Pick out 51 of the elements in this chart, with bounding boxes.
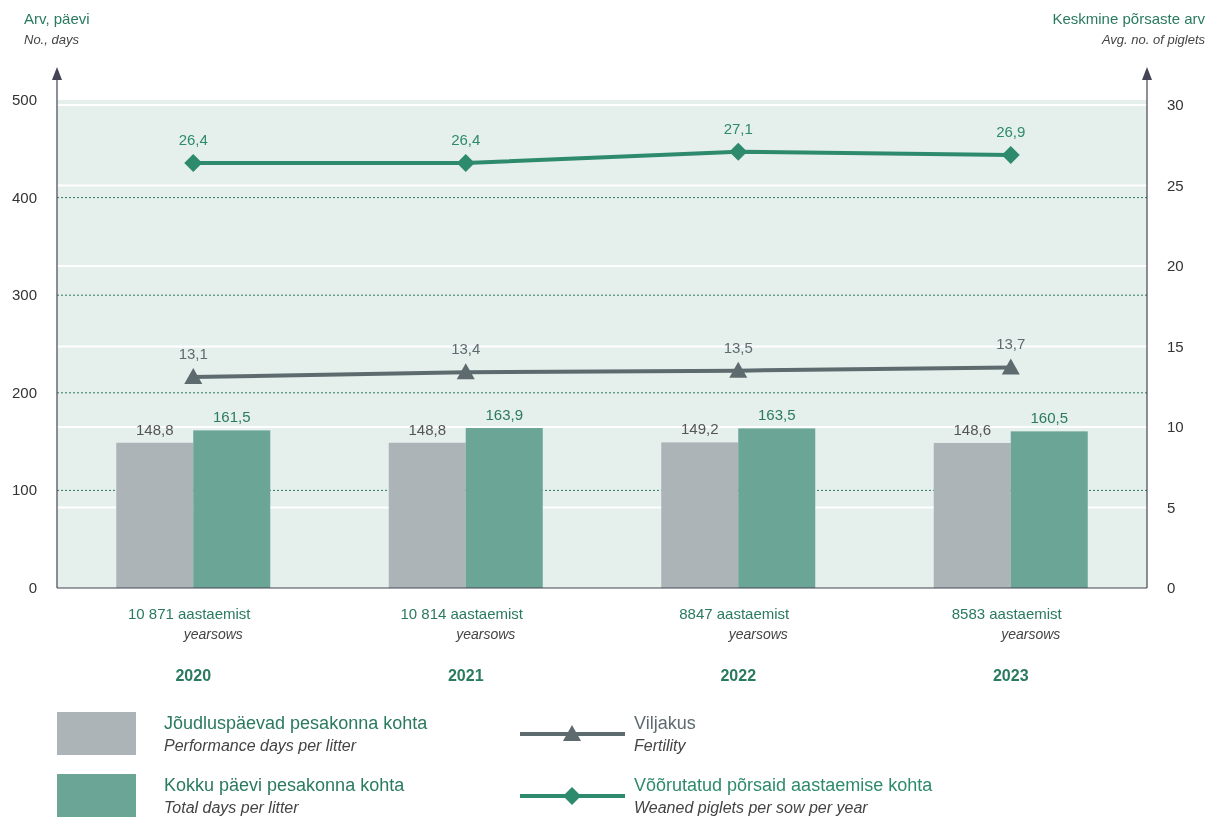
x-tick-label: 2020 xyxy=(175,667,212,684)
data-label: 148,8 xyxy=(135,420,174,438)
text: 8847 aastaemist yearsows xyxy=(679,605,791,642)
text: Võõrutatud põrsaid aastaemise kohta Weaned piglets per sow per year xyxy=(634,775,934,816)
point xyxy=(184,153,203,172)
y2-axis-title: Keskmine põrsaste arv Avg. no. of piglets xyxy=(1052,10,1206,47)
y2-tick-label: 10 xyxy=(1167,418,1184,435)
y2-tick-label: 0 xyxy=(1167,579,1176,596)
data-label: 163,9 xyxy=(485,406,524,424)
data-label: 13,1 xyxy=(178,345,208,363)
data-label: 13,7 xyxy=(996,335,1026,353)
y-tick-label: 100 xyxy=(11,481,37,499)
y-tick-label: 500 xyxy=(11,91,37,108)
x-tick-label: 2023 xyxy=(992,667,1029,684)
legend-label: Kokku päevi pesakonna kohta Total days per litter xyxy=(164,775,406,816)
y2-tick-label: 20 xyxy=(1167,257,1184,274)
data-label: 26,4 xyxy=(178,130,208,148)
data-label: 161,5 xyxy=(212,408,251,426)
x-tick-label: 2022 xyxy=(720,667,757,684)
legend-label: Jõudluspäevad pesakonna kohta Performance days per litter xyxy=(164,713,429,754)
text: Viljakus Fertility xyxy=(634,713,696,754)
text: 8583 aastaemist yearsows xyxy=(951,605,1063,642)
data-label: 149,2 xyxy=(680,420,719,438)
y-tick-label: 400 xyxy=(11,188,37,206)
text: 10 871 aastaemist yearsows xyxy=(127,605,252,642)
y-tick-label: 0 xyxy=(28,579,37,596)
data-label: 26,4 xyxy=(451,130,481,148)
y2-tick-label: 25 xyxy=(1167,176,1184,194)
data-label: 13,4 xyxy=(451,340,481,358)
y-tick-label: 200 xyxy=(11,383,37,401)
data-label: 26,9 xyxy=(996,122,1026,140)
point xyxy=(1001,145,1020,164)
point xyxy=(184,368,203,385)
point xyxy=(729,361,748,378)
point xyxy=(729,142,748,161)
y2-tick-label: 15 xyxy=(1167,337,1184,355)
y2-tick-label: 30 xyxy=(1167,96,1184,113)
data-label: 27,1 xyxy=(723,119,753,137)
data-label: 148,6 xyxy=(953,420,992,438)
data-label: 148,8 xyxy=(408,420,447,438)
y2-tick-label: 5 xyxy=(1167,498,1176,516)
point xyxy=(1001,358,1020,375)
y-axis-title: Arv, päevi No., days xyxy=(24,10,90,47)
data-label: 13,5 xyxy=(723,338,753,356)
point xyxy=(456,363,475,380)
x-tick-label: 2021 xyxy=(447,667,484,684)
point xyxy=(456,153,475,172)
y-tick-label: 300 xyxy=(11,286,37,304)
text: 10 814 aastaemist yearsows xyxy=(400,605,524,642)
data-label: 163,5 xyxy=(757,406,796,424)
data-label: 160,5 xyxy=(1030,409,1069,427)
